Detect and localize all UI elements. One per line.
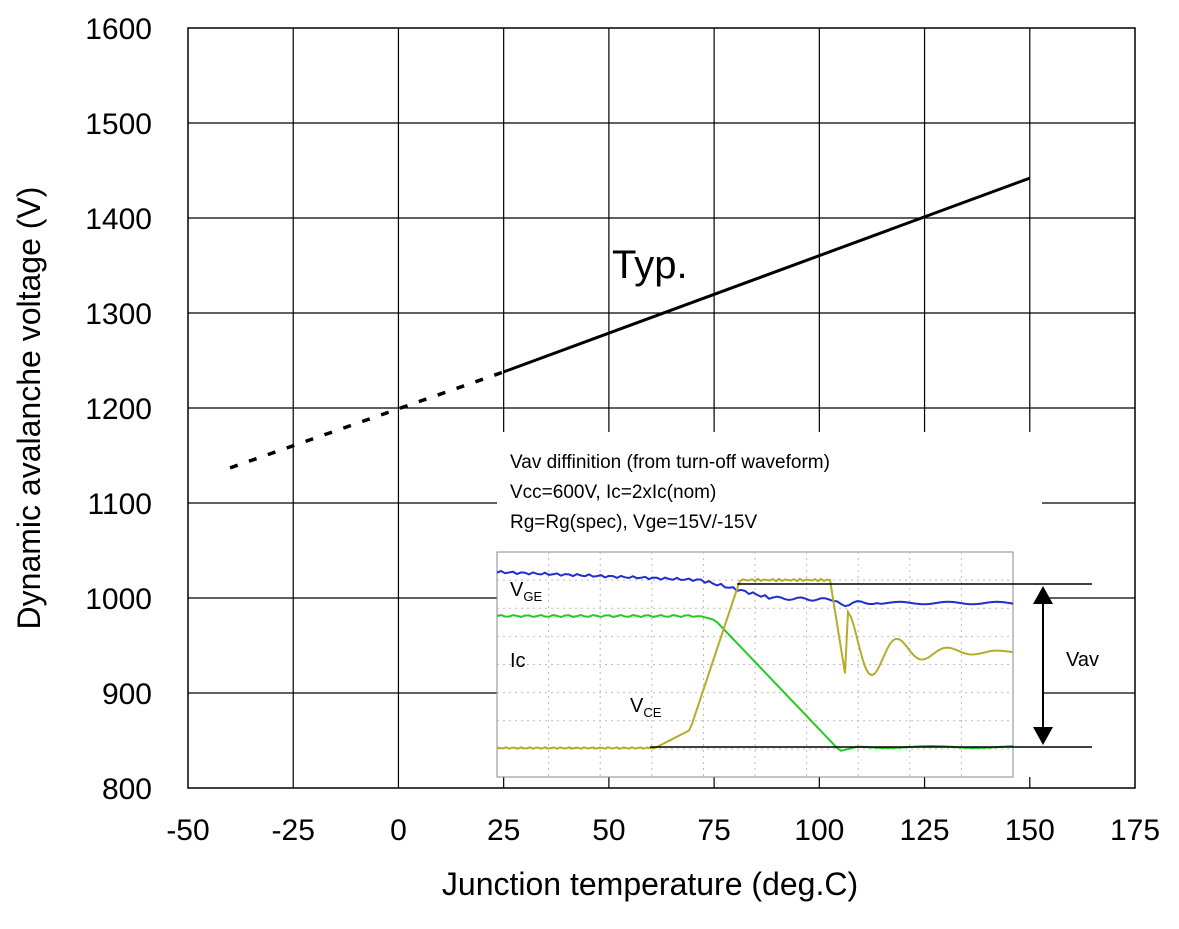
x-tick-label: 175 — [1110, 814, 1160, 847]
x-tick-label: 25 — [487, 814, 520, 847]
y-tick-label: 1600 — [85, 13, 152, 46]
ic-waveform — [496, 613, 1014, 752]
vav-arrow-down-icon — [1033, 727, 1053, 745]
y-tick-labels: 1600 1500 1400 1300 1200 1100 1000 900 800 — [85, 13, 152, 806]
y-tick-label: 900 — [102, 678, 152, 711]
y-tick-label: 800 — [102, 773, 152, 806]
y-tick-label: 1400 — [85, 203, 152, 236]
y-tick-label: 1500 — [85, 108, 152, 141]
inset-title: Vav diffinition (from turn-off waveform) — [510, 452, 830, 473]
y-axis-label: Dynamic avalanche voltage (V) — [11, 187, 47, 630]
x-tick-label: 75 — [697, 814, 730, 847]
x-tick-label: 125 — [900, 814, 950, 847]
typ-label: Typ. — [612, 243, 688, 287]
vce-waveform — [496, 577, 1014, 750]
x-tick-label: -25 — [272, 814, 315, 847]
y-tick-label: 1100 — [87, 488, 152, 521]
x-tick-label: 150 — [1005, 814, 1055, 847]
vge-label: VGE — [510, 579, 542, 604]
x-tick-label: 100 — [794, 814, 844, 847]
vce-label: VCE — [630, 695, 662, 720]
vge-waveform — [496, 569, 1014, 608]
inset-conditions-2: Rg=Rg(spec), Vge=15V/-15V — [510, 512, 757, 533]
x-tick-label: -50 — [166, 814, 209, 847]
vav-arrow-up-icon — [1033, 586, 1053, 604]
x-axis-label: Junction temperature (deg.C) — [442, 866, 858, 902]
y-tick-label: 1300 — [85, 298, 152, 331]
x-tick-label: 0 — [390, 814, 407, 847]
y-tick-label: 1200 — [85, 393, 152, 426]
plot-frame — [187, 27, 1136, 789]
x-tick-labels: -50 -25 0 25 50 75 100 125 150 175 — [166, 814, 1160, 847]
series-group — [229, 176, 1031, 470]
vav-label: Vav — [1066, 649, 1099, 671]
typ-solid-line — [503, 176, 1031, 374]
x-tick-label: 50 — [592, 814, 625, 847]
y-tick-label: 1000 — [85, 583, 152, 616]
typ-dashed-line — [229, 370, 505, 470]
inset-conditions-1: Vcc=600V, Ic=2xIc(nom) — [510, 482, 716, 503]
ic-label: Ic — [510, 650, 526, 672]
